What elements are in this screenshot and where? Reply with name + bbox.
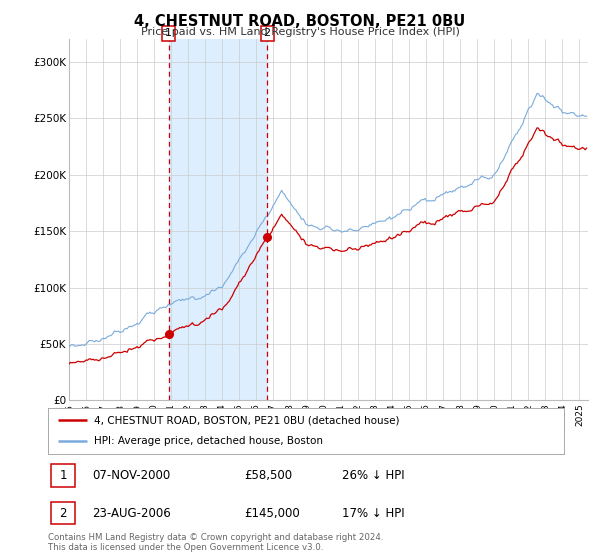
Text: 4, CHESTNUT ROAD, BOSTON, PE21 0BU (detached house): 4, CHESTNUT ROAD, BOSTON, PE21 0BU (deta… (94, 415, 400, 425)
FancyBboxPatch shape (50, 502, 76, 524)
Text: Contains HM Land Registry data © Crown copyright and database right 2024.: Contains HM Land Registry data © Crown c… (48, 533, 383, 542)
Text: 26% ↓ HPI: 26% ↓ HPI (342, 469, 405, 482)
Text: £145,000: £145,000 (244, 507, 300, 520)
Text: Price paid vs. HM Land Registry's House Price Index (HPI): Price paid vs. HM Land Registry's House … (140, 27, 460, 37)
Text: £58,500: £58,500 (244, 469, 292, 482)
Text: 1: 1 (165, 29, 172, 39)
Bar (169, 39, 267, 400)
Text: 23-AUG-2006: 23-AUG-2006 (92, 507, 170, 520)
Text: This data is licensed under the Open Government Licence v3.0.: This data is licensed under the Open Gov… (48, 543, 323, 552)
Text: 07-NOV-2000: 07-NOV-2000 (92, 469, 170, 482)
Text: 2: 2 (263, 29, 271, 39)
Text: HPI: Average price, detached house, Boston: HPI: Average price, detached house, Bost… (94, 436, 323, 446)
Text: 17% ↓ HPI: 17% ↓ HPI (342, 507, 405, 520)
Text: 2: 2 (59, 507, 67, 520)
Text: 4, CHESTNUT ROAD, BOSTON, PE21 0BU: 4, CHESTNUT ROAD, BOSTON, PE21 0BU (134, 14, 466, 29)
FancyBboxPatch shape (50, 464, 76, 487)
Text: 1: 1 (59, 469, 67, 482)
